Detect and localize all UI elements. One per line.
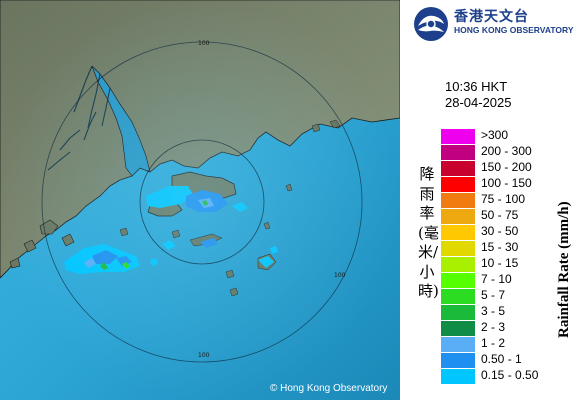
range-rings	[41, 41, 363, 363]
legend-swatch	[441, 353, 475, 368]
info-panel	[400, 0, 577, 400]
legend-swatch	[441, 209, 475, 224]
legend-swatch	[441, 225, 475, 240]
legend-label: 0.50 - 1	[481, 352, 522, 366]
observation-time: 10:36 HKT	[445, 79, 508, 94]
legend-item: 7 - 10	[441, 272, 566, 288]
legend-item: 30 - 50	[441, 224, 566, 240]
legend-item: 0.50 - 1	[441, 352, 566, 368]
legend-item: 10 - 15	[441, 256, 566, 272]
radar-map-graphic	[0, 0, 400, 400]
legend-item: 5 - 7	[441, 288, 566, 304]
legend-label: >300	[481, 128, 509, 142]
legend-label: 3 - 5	[481, 304, 506, 318]
legend-label: 2 - 3	[481, 320, 506, 334]
legend-label: 15 - 30	[481, 240, 519, 254]
legend-label: 100 - 150	[481, 176, 532, 190]
legend-label: 75 - 100	[481, 192, 526, 206]
legend-item: 2 - 3	[441, 320, 566, 336]
legend-swatch	[441, 369, 475, 384]
legend-item: 200 - 300	[441, 144, 566, 160]
range-ring-label: 100	[334, 272, 346, 279]
observation-date: 28-04-2025	[445, 95, 512, 110]
legend-swatch	[441, 161, 475, 176]
legend-item: 1 - 2	[441, 336, 566, 352]
range-ring-label: 100	[198, 352, 210, 359]
legend-item: 50 - 75	[441, 208, 566, 224]
org-name-chinese: 香港天文台	[454, 9, 529, 25]
legend-label: 7 - 10	[481, 272, 512, 286]
legend-swatch	[441, 241, 475, 256]
legend-swatch	[441, 305, 475, 320]
legend-label: 200 - 300	[481, 144, 532, 158]
legend-label: 150 - 200	[481, 160, 532, 174]
legend-item: 150 - 200	[441, 160, 566, 176]
legend-swatch	[441, 321, 475, 336]
legend-title-chinese: 降雨率(毫米/小時)	[418, 165, 439, 300]
org-name-english: HONG KONG OBSERVATORY	[454, 25, 574, 35]
legend-label: 10 - 15	[481, 256, 519, 270]
legend-swatch	[441, 289, 475, 304]
legend-label: 50 - 75	[481, 208, 519, 222]
legend-item: >300	[441, 128, 566, 144]
legend-swatch	[441, 257, 475, 272]
legend-label: 1 - 2	[481, 336, 506, 350]
hko-logo-icon	[414, 7, 448, 41]
copyright-notice: © Hong Kong Observatory	[270, 383, 388, 394]
radar-map[interactable]: 100 100 100 © Hong Kong Observatory	[0, 0, 400, 400]
legend-label: 30 - 50	[481, 224, 519, 238]
legend-label: 0.15 - 0.50	[481, 368, 539, 382]
legend-swatch	[441, 273, 475, 288]
legend-swatch	[441, 193, 475, 208]
legend-item: 0.15 - 0.50	[441, 368, 566, 384]
legend-item: 3 - 5	[441, 304, 566, 320]
legend-label: 5 - 7	[481, 288, 506, 302]
legend-item: 15 - 30	[441, 240, 566, 256]
legend-swatch	[441, 129, 475, 144]
legend-item: 100 - 150	[441, 176, 566, 192]
range-ring-label: 100	[198, 40, 210, 47]
legend-swatch	[441, 177, 475, 192]
legend-item: 75 - 100	[441, 192, 566, 208]
legend-swatch	[441, 145, 475, 160]
legend-swatch	[441, 337, 475, 352]
